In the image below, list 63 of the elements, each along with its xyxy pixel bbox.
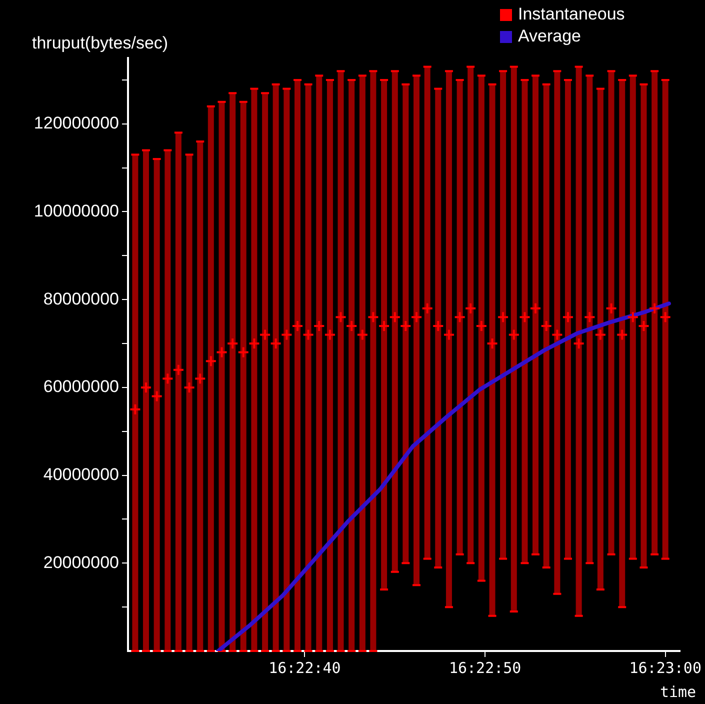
point	[388, 311, 401, 324]
y-tick-label: 40000000	[43, 464, 119, 484]
point	[626, 311, 639, 324]
point	[346, 320, 358, 332]
point	[410, 311, 423, 324]
x-axis-title: time	[660, 682, 696, 701]
point	[562, 311, 574, 324]
point	[442, 328, 455, 341]
point	[302, 328, 314, 341]
point	[194, 372, 206, 385]
point	[292, 320, 304, 332]
point	[572, 338, 585, 350]
legend-label: Average	[518, 26, 582, 46]
point	[584, 311, 596, 324]
point	[172, 364, 184, 376]
point	[367, 311, 380, 324]
point	[551, 328, 564, 341]
point	[648, 302, 661, 314]
point	[638, 320, 650, 332]
point	[594, 328, 606, 341]
point	[150, 390, 163, 402]
point	[248, 338, 260, 350]
point	[605, 302, 618, 314]
point	[475, 320, 488, 332]
point	[659, 311, 672, 324]
point	[183, 381, 196, 394]
point	[334, 311, 347, 324]
point	[280, 328, 293, 341]
y-tick-label: 20000000	[43, 552, 119, 572]
point	[508, 328, 520, 341]
point	[226, 338, 239, 350]
point	[540, 320, 552, 332]
point	[454, 311, 466, 324]
point	[204, 355, 217, 368]
point	[378, 320, 390, 332]
point	[237, 346, 250, 358]
x-tick-label: 16:22:50	[448, 658, 522, 677]
point	[259, 328, 272, 341]
point	[486, 338, 498, 350]
x-tick-label: 16:23:00	[629, 658, 702, 677]
x-tick-label: 16:22:40	[268, 658, 341, 677]
point	[518, 311, 531, 324]
y-tick-label: 80000000	[43, 289, 119, 308]
point	[464, 302, 477, 314]
point	[216, 346, 228, 358]
point	[356, 328, 368, 341]
y-axis-title: thruput(bytes/sec)	[32, 34, 168, 53]
point	[530, 302, 542, 314]
point	[497, 311, 510, 324]
y-tick-label: 120000000	[34, 114, 119, 133]
point	[162, 372, 174, 385]
legend-label: Instantaneous	[518, 4, 625, 24]
point	[400, 320, 412, 332]
point	[129, 403, 142, 416]
point	[324, 328, 336, 341]
point	[140, 381, 152, 394]
point	[313, 320, 326, 332]
y-tick-label: 100000000	[34, 201, 119, 220]
y-tick-label: 60000000	[43, 377, 119, 396]
point	[270, 338, 282, 350]
point	[616, 328, 628, 341]
point	[421, 302, 434, 314]
point	[432, 320, 444, 332]
